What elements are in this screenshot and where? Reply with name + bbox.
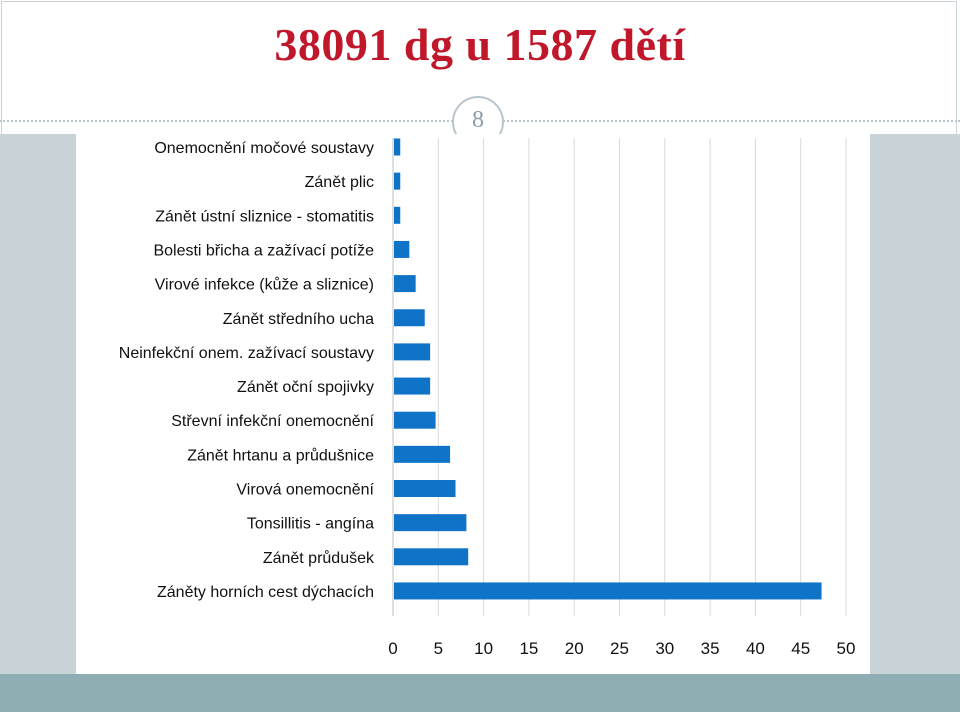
bar [394,445,451,463]
bar [394,138,401,156]
category-label: Onemocnění močové soustavy [154,140,374,157]
category-label: Neinfekční onem. zažívací soustavy [119,345,374,362]
x-tick-label: 15 [519,639,538,658]
category-label: Zánět hrtanu a průdušnice [187,446,374,464]
bar [394,240,410,258]
bar [394,377,431,395]
x-tick-label: 35 [701,639,720,658]
bar [394,275,416,293]
bar [394,514,467,532]
category-label: Zánět středního ucha [223,311,374,328]
x-tick-label: 40 [746,639,765,658]
bar [394,309,425,327]
bar [394,206,401,224]
x-tick-label: 20 [565,639,584,658]
x-tick-label: 30 [655,639,674,658]
left-side-panel [0,134,76,674]
bar [394,548,469,566]
bar [394,343,431,361]
category-label: Střevní infekční onemocnění [171,413,374,430]
category-label: Záněty horních cest dýchacích [157,584,374,601]
bar [394,172,401,190]
x-tick-label: 25 [610,639,629,658]
x-tick-label: 0 [388,639,397,658]
x-tick-label: 50 [837,639,856,658]
category-label: Zánět plic [305,174,374,191]
category-label: Tonsillitis - angína [247,516,374,533]
x-tick-label: 10 [474,639,493,658]
category-label: Bolesti břicha a zažívací potíže [153,242,374,259]
slide-title: 38091 dg u 1587 dětí [274,19,686,70]
chart-svg: Onemocnění močové soustavy Zánět plic Záně… [119,138,856,658]
bar [394,480,456,497]
category-label: Virová onemocnění [236,482,374,499]
bar-chart: Onemocnění močové soustavy Zánět plic Záně… [76,134,870,674]
category-label: Virové infekce (kůže a sliznice) [155,276,374,294]
x-tick-label: 5 [434,639,443,658]
bar [394,411,436,429]
category-label: Zánět oční spojivky [237,379,374,396]
category-label: Zánět ústní sliznice - stomatitis [155,208,374,225]
bottom-band [0,674,960,712]
category-label: Zánět průdušek [263,549,375,567]
right-side-panel [870,134,960,674]
x-tick-label: 45 [791,639,810,658]
bar [394,582,822,600]
